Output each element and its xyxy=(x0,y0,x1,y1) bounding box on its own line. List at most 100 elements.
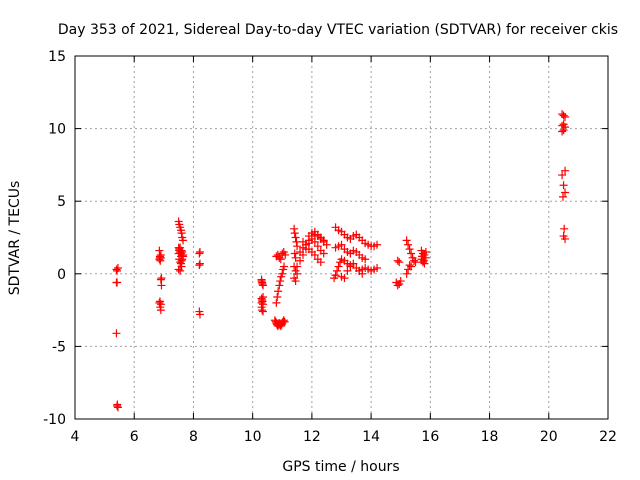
data-point xyxy=(310,237,319,246)
data-point xyxy=(291,277,300,286)
data-point xyxy=(349,259,358,268)
y-tick-label: 0 xyxy=(57,267,66,283)
data-point xyxy=(178,255,187,264)
data-point xyxy=(418,258,427,267)
data-point xyxy=(176,266,185,275)
y-tick-label: 5 xyxy=(57,194,66,210)
data-point xyxy=(319,236,328,245)
data-point xyxy=(404,240,413,249)
data-point xyxy=(337,240,346,249)
data-point xyxy=(558,127,567,136)
data-point xyxy=(177,262,186,271)
data-point xyxy=(393,281,402,290)
data-point xyxy=(373,263,382,272)
data-point xyxy=(559,181,568,190)
data-point xyxy=(296,248,305,257)
data-point xyxy=(331,271,340,280)
data-point xyxy=(113,278,122,287)
data-point xyxy=(411,258,420,267)
data-point xyxy=(280,262,289,271)
data-point xyxy=(322,240,331,249)
data-point xyxy=(361,255,370,264)
y-axis-label: SDTVAR / TECUs xyxy=(7,181,23,296)
tick-labels: 4 6 8 10 12 14 16 18 20 22 -10 -5 0 5 10 15 xyxy=(43,49,617,445)
x-tick-label: 14 xyxy=(362,429,380,445)
data-point xyxy=(290,249,299,258)
data-point xyxy=(395,258,404,267)
x-tick-label: 22 xyxy=(599,429,617,445)
y-tick-label: 10 xyxy=(48,122,66,138)
x-axis-label: GPS time / hours xyxy=(282,459,399,475)
data-point xyxy=(156,303,165,312)
data-point xyxy=(281,250,290,259)
data-point xyxy=(174,249,183,258)
data-point xyxy=(176,243,185,252)
data-point xyxy=(157,274,166,283)
data-point xyxy=(343,266,352,275)
data-point xyxy=(274,287,283,296)
data-point xyxy=(558,192,567,201)
data-point xyxy=(559,126,568,135)
data-point xyxy=(333,266,342,275)
chart-title: Day 353 of 2021, Sidereal Day-to-day VTE… xyxy=(58,22,618,38)
data-point xyxy=(259,307,268,316)
data-point xyxy=(561,166,570,175)
data-point xyxy=(273,293,282,302)
x-tick-label: 20 xyxy=(540,429,558,445)
data-point xyxy=(561,112,570,121)
data-point xyxy=(112,329,121,338)
data-point xyxy=(113,401,122,410)
data-point xyxy=(195,259,204,268)
data-point xyxy=(258,279,267,288)
x-tick-label: 8 xyxy=(189,429,198,445)
data-points xyxy=(112,110,570,412)
y-tick-label: 15 xyxy=(48,49,66,65)
data-point xyxy=(407,249,416,258)
data-point xyxy=(296,256,305,265)
data-point xyxy=(334,262,343,271)
data-point xyxy=(179,236,188,245)
data-point xyxy=(156,250,165,259)
x-tick-label: 16 xyxy=(421,429,439,445)
data-point xyxy=(275,281,284,290)
data-point xyxy=(340,274,349,283)
data-point xyxy=(291,253,300,262)
data-point xyxy=(293,262,302,271)
data-point xyxy=(310,250,319,259)
data-point xyxy=(275,253,284,262)
y-tick-label: -10 xyxy=(43,412,66,428)
data-point xyxy=(290,229,299,238)
data-point xyxy=(373,240,382,249)
y-tick-label: -5 xyxy=(52,339,66,355)
data-point xyxy=(561,188,570,197)
data-point xyxy=(393,256,402,265)
data-point xyxy=(113,263,122,272)
x-tick-label: 10 xyxy=(244,429,262,445)
data-point xyxy=(276,277,285,286)
data-point xyxy=(421,248,430,257)
plot-frame xyxy=(74,55,609,420)
data-point xyxy=(405,245,414,254)
data-point xyxy=(402,236,411,245)
data-point xyxy=(293,242,302,251)
data-point xyxy=(272,298,281,307)
data-point xyxy=(402,269,411,278)
x-tick-label: 18 xyxy=(481,429,499,445)
data-point xyxy=(419,256,428,265)
data-point xyxy=(405,261,414,270)
data-point xyxy=(258,306,267,315)
data-point xyxy=(291,233,300,242)
data-point xyxy=(407,262,416,271)
data-point xyxy=(279,316,288,325)
data-point xyxy=(561,234,570,243)
x-tick-label: 6 xyxy=(130,429,139,445)
data-point xyxy=(259,293,268,302)
data-point xyxy=(319,249,328,258)
data-point xyxy=(313,242,322,251)
data-point xyxy=(560,224,569,233)
data-point xyxy=(396,277,405,286)
data-point xyxy=(558,171,567,180)
data-point xyxy=(316,258,325,267)
x-tick-label: 4 xyxy=(71,429,80,445)
